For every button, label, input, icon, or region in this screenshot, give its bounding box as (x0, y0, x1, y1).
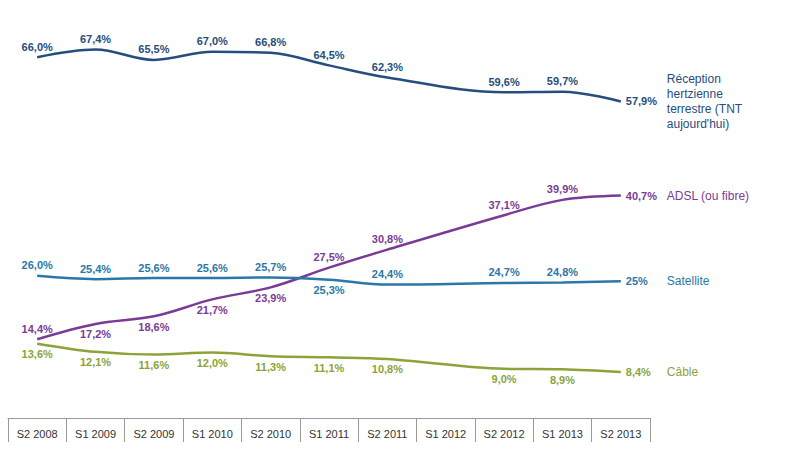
svg-text:terrestre (TNT: terrestre (TNT (667, 102, 745, 116)
svg-text:25,6%: 25,6% (197, 262, 228, 274)
svg-text:S2 2008: S2 2008 (17, 428, 58, 440)
svg-text:8,9%: 8,9% (550, 374, 575, 386)
svg-text:17,2%: 17,2% (80, 328, 111, 340)
svg-text:12,0%: 12,0% (197, 357, 228, 369)
svg-text:39,9%: 39,9% (547, 183, 578, 195)
svg-text:11,1%: 11,1% (314, 362, 345, 374)
svg-text:18,6%: 18,6% (138, 321, 169, 333)
svg-text:25%: 25% (626, 275, 648, 287)
svg-text:25,6%: 25,6% (138, 262, 169, 274)
svg-text:66,0%: 66,0% (22, 41, 53, 53)
svg-text:ADSL (ou fibre): ADSL (ou fibre) (667, 189, 749, 203)
svg-text:S1 2009: S1 2009 (75, 428, 116, 440)
svg-text:S1 2013: S1 2013 (542, 428, 583, 440)
svg-text:27,5%: 27,5% (313, 251, 344, 263)
svg-text:Satellite: Satellite (667, 274, 710, 288)
svg-text:aujourd'hui): aujourd'hui) (667, 117, 729, 131)
svg-text:S1 2011: S1 2011 (309, 428, 349, 440)
svg-text:65,5%: 65,5% (138, 43, 169, 55)
svg-text:67,0%: 67,0% (197, 35, 228, 47)
svg-text:25,7%: 25,7% (255, 261, 286, 273)
svg-text:S2 2013: S2 2013 (600, 428, 641, 440)
svg-text:64,5%: 64,5% (313, 49, 344, 61)
svg-text:30,8%: 30,8% (372, 233, 403, 245)
svg-text:66,8%: 66,8% (255, 36, 286, 48)
svg-text:26,0%: 26,0% (22, 259, 53, 271)
svg-text:S2 2009: S2 2009 (133, 428, 174, 440)
svg-text:S2 2010: S2 2010 (250, 428, 291, 440)
svg-text:S2 2011: S2 2011 (367, 428, 407, 440)
svg-text:24,7%: 24,7% (488, 266, 519, 278)
svg-text:59,6%: 59,6% (488, 76, 519, 88)
svg-text:Réception: Réception (667, 72, 724, 86)
svg-text:11,6%: 11,6% (139, 359, 170, 371)
svg-text:S2 2012: S2 2012 (484, 428, 525, 440)
svg-text:S1 2012: S1 2012 (425, 428, 466, 440)
svg-text:67,4%: 67,4% (80, 33, 111, 45)
svg-text:40,7%: 40,7% (626, 190, 657, 202)
svg-text:25,3%: 25,3% (313, 284, 344, 296)
svg-text:24,8%: 24,8% (547, 266, 578, 278)
svg-text:37,1%: 37,1% (488, 199, 519, 211)
svg-text:10,8%: 10,8% (372, 363, 403, 375)
svg-text:Câble: Câble (667, 365, 699, 379)
svg-text:59,7%: 59,7% (547, 75, 578, 87)
svg-text:62,3%: 62,3% (372, 61, 403, 73)
svg-text:12,1%: 12,1% (80, 356, 111, 368)
svg-text:21,7%: 21,7% (197, 304, 228, 316)
svg-text:24,4%: 24,4% (372, 268, 403, 280)
svg-text:S1 2010: S1 2010 (192, 428, 233, 440)
svg-text:8,4%: 8,4% (626, 366, 651, 378)
svg-text:14,4%: 14,4% (22, 323, 53, 335)
svg-text:13,6%: 13,6% (22, 348, 53, 360)
svg-text:hertzienne: hertzienne (667, 87, 726, 101)
svg-text:23,9%: 23,9% (255, 292, 286, 304)
svg-text:11,3%: 11,3% (255, 361, 286, 373)
svg-text:57,9%: 57,9% (626, 95, 657, 107)
svg-text:25,4%: 25,4% (80, 263, 111, 275)
svg-text:9,0%: 9,0% (492, 373, 517, 385)
